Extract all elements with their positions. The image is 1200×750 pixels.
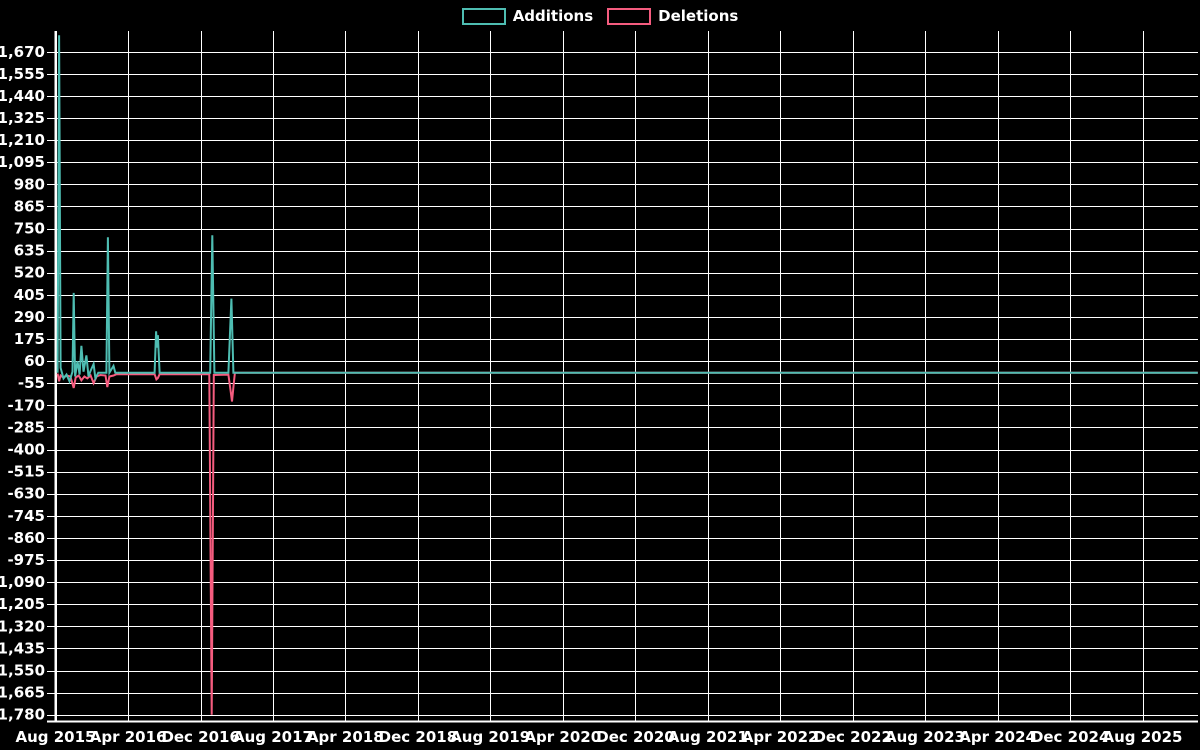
y-tick-label: -515 (7, 463, 45, 481)
x-tick-label: Apr 2020 (524, 728, 601, 746)
y-gridlines (47, 52, 1198, 716)
y-tick-label: -1,550 (0, 662, 45, 680)
y-tick-label: -285 (7, 418, 45, 436)
y-tick-label: -745 (7, 507, 45, 525)
legend-label-deletions: Deletions (658, 7, 739, 25)
x-tick-label: Apr 2016 (90, 728, 167, 746)
y-tick-label: -400 (7, 441, 45, 459)
y-tick-label: 405 (14, 286, 45, 304)
x-tick-label: Dec 2024 (1031, 728, 1110, 746)
y-tick-label: 1,325 (0, 109, 45, 127)
x-tick-label: Aug 2017 (233, 728, 313, 746)
y-tick-label: -630 (7, 485, 45, 503)
y-tick-labels: 1,670 1,555 1,440 1,325 1,210 1,095 980 865 750 6… (0, 43, 45, 724)
deletions-swatch-icon (607, 8, 652, 25)
y-tick-label: -1,320 (0, 617, 45, 635)
x-tick-label: Apr 2018 (307, 728, 384, 746)
y-tick-label: -975 (7, 551, 45, 569)
additions-line (56, 35, 1198, 385)
y-tick-label: 1,440 (0, 87, 45, 105)
deletions-line (56, 371, 1198, 715)
x-tick-label: Dec 2016 (161, 728, 240, 746)
y-tick-label: 1,670 (0, 43, 45, 61)
additions-swatch-icon (461, 8, 506, 25)
x-tick-label: Dec 2018 (379, 728, 458, 746)
y-tick-label: -1,090 (0, 573, 45, 591)
legend-item-additions[interactable]: Additions (461, 7, 594, 25)
x-gridlines (56, 31, 1144, 722)
y-tick-label: 290 (14, 308, 45, 326)
x-tick-label: Apr 2022 (742, 728, 819, 746)
y-tick-label: 1,095 (0, 153, 45, 171)
y-tick-label: 520 (14, 264, 45, 282)
y-tick-label: -860 (7, 529, 45, 547)
y-tick-label: -170 (7, 396, 45, 414)
y-tick-label: 175 (14, 330, 45, 348)
y-tick-label: -1,435 (0, 639, 45, 657)
legend-item-deletions[interactable]: Deletions (607, 8, 738, 25)
chart-legend: Additions Deletions (0, 8, 1200, 25)
y-tick-label: 865 (14, 197, 45, 215)
x-tick-label: Aug 2021 (668, 728, 748, 746)
x-tick-label: Aug 2015 (16, 728, 96, 746)
y-tick-label: 60 (24, 352, 45, 370)
legend-label-additions: Additions (512, 7, 594, 25)
y-tick-label: 1,555 (0, 65, 45, 83)
y-tick-label: 750 (14, 220, 45, 238)
x-tick-label: Dec 2020 (596, 728, 675, 746)
x-tick-label: Dec 2022 (813, 728, 892, 746)
y-tick-label: -1,665 (0, 684, 45, 702)
x-tick-label: Aug 2019 (450, 728, 530, 746)
y-tick-label: -1,205 (0, 595, 45, 613)
y-tick-label: 635 (14, 242, 45, 260)
x-tick-label: Aug 2025 (1103, 728, 1183, 746)
y-tick-label: 980 (14, 175, 45, 193)
y-tick-label: -1,780 (0, 706, 45, 724)
y-tick-label: 1,210 (0, 131, 45, 149)
x-tick-label: Aug 2023 (885, 728, 965, 746)
x-tick-label: Apr 2024 (959, 728, 1036, 746)
y-tick-label: -55 (18, 374, 45, 392)
